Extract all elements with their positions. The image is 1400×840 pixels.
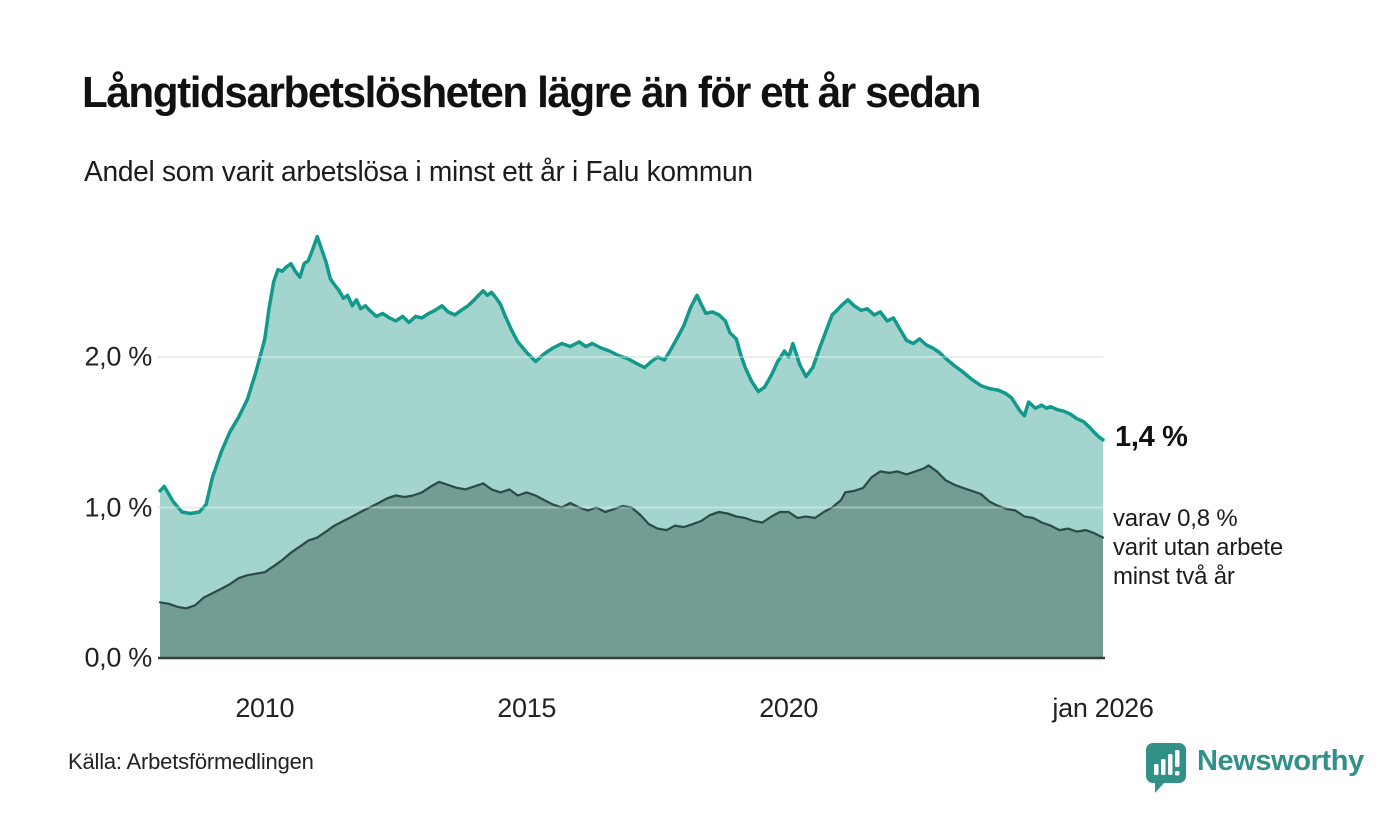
y-axis-tick-label: 1,0 % — [84, 492, 152, 522]
x-axis-tick-label: 2020 — [759, 693, 819, 723]
y-axis-tick-label: 2,0 % — [84, 341, 152, 372]
total-series-line — [158, 234, 1105, 516]
secondary-series-annotation: varav 0,8 % varit utan arbete minst två år — [1113, 504, 1283, 591]
x-axis-tick-label: 2010 — [235, 693, 295, 723]
annotation-line: varit utan arbete — [1113, 534, 1284, 561]
newsworthy-logo: Newsworthy — [1145, 742, 1364, 794]
annotation-line: minst två år — [1113, 563, 1235, 590]
x-axis-tick-label: jan 2026 — [1052, 693, 1154, 723]
x-axis-tick-label: 2015 — [497, 693, 557, 723]
secondary-series-area — [160, 465, 1103, 658]
y-axis-tick-label: 0,0 % — [84, 642, 152, 673]
annotation-line: varav 0,8 % — [1113, 505, 1238, 532]
secondary-series-line — [158, 464, 1105, 610]
source-note: Källa: Arbetsförmedlingen — [68, 749, 314, 774]
newsworthy-logo-icon — [1146, 743, 1186, 793]
newsworthy-wordmark: Newsworthy — [1197, 745, 1364, 777]
latest-value-label: 1,4 % — [1115, 421, 1188, 453]
page-title: Långtidsarbetslösheten lägre än för ett … — [82, 68, 981, 117]
page-subtitle: Andel som varit arbetslösa i minst ett å… — [84, 156, 753, 188]
